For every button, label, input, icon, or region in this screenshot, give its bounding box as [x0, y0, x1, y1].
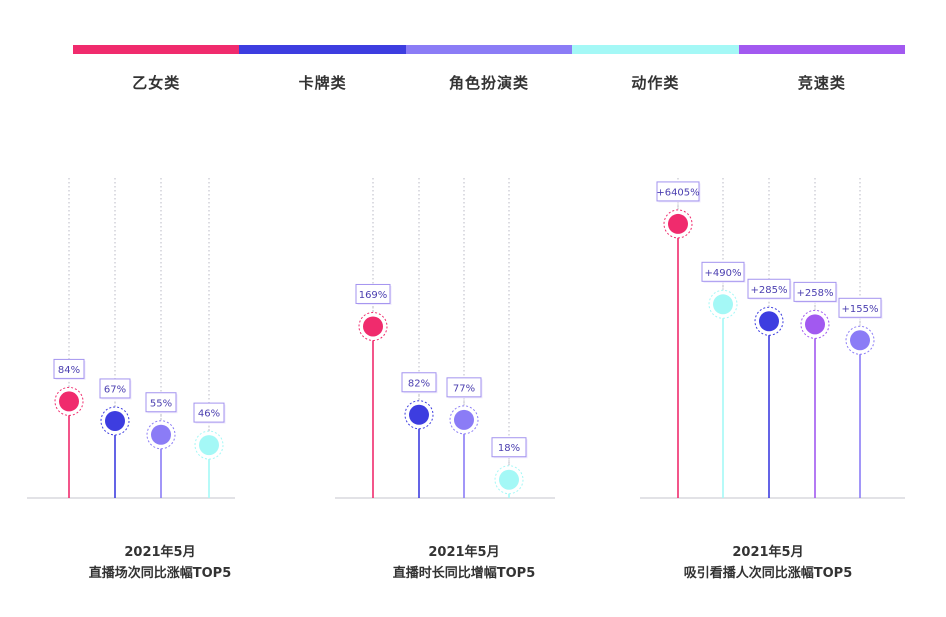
- value-label-box: [193, 402, 225, 423]
- caption-date: 2021年5月: [124, 545, 196, 560]
- legend-swatch-otome: [73, 45, 240, 54]
- caption-title: 直播时长同比增幅TOP5: [392, 566, 536, 581]
- data-label: 82%: [408, 378, 430, 389]
- chart-caption-viewers: 2021年5月 吸引看播人次同比涨幅TOP5: [638, 542, 898, 584]
- data-label: 46%: [198, 409, 220, 420]
- legend: 乙女类 卡牌类 角色扮演类 动作类 竞速类: [73, 72, 905, 93]
- lollipop-dot: [805, 314, 825, 335]
- caption-title: 吸引看播人次同比涨幅TOP5: [683, 566, 853, 581]
- legend-color-bar: [73, 45, 906, 54]
- value-label-box: [401, 372, 437, 393]
- value-label-box: [701, 261, 745, 282]
- lollipop-dot: [759, 311, 779, 332]
- data-label: 169%: [359, 290, 388, 301]
- data-label: 55%: [150, 398, 172, 409]
- lollipop-dot: [713, 294, 733, 315]
- lollipop-dot: [105, 410, 125, 431]
- lollipop-dot: [499, 469, 519, 490]
- legend-label-action: 动作类: [631, 74, 680, 92]
- lollipop-dot: [151, 424, 171, 445]
- legend-swatch-card: [239, 45, 406, 54]
- data-label: 67%: [104, 384, 126, 395]
- legend-label-otome: 乙女类: [132, 74, 181, 92]
- caption-title: 直播场次同比涨幅TOP5: [88, 566, 232, 581]
- value-label-box: [99, 378, 131, 399]
- value-label-box: [53, 358, 85, 379]
- lollipop-dot: [668, 213, 688, 234]
- legend-label-racing: 竞速类: [797, 74, 846, 92]
- data-label: +6405%: [656, 187, 699, 198]
- chart-caption-duration: 2021年5月 直播时长同比增幅TOP5: [334, 542, 594, 584]
- lollipop-dot: [454, 409, 474, 430]
- data-label: 77%: [453, 383, 475, 394]
- value-label-box: [446, 377, 482, 398]
- value-label-box: [838, 297, 882, 318]
- lollipop-dot: [409, 404, 429, 425]
- lollipop-dot: [59, 391, 79, 412]
- lollipop-dot: [199, 435, 219, 456]
- value-label-box: [793, 281, 837, 302]
- legend-swatch-rpg: [405, 45, 573, 54]
- value-label-box: [145, 392, 177, 413]
- legend-label-rpg: 角色扮演类: [449, 74, 530, 92]
- data-label: 18%: [498, 443, 520, 454]
- legend-swatch-racing: [738, 45, 906, 54]
- lollipop-dot: [850, 330, 870, 351]
- caption-date: 2021年5月: [428, 545, 500, 560]
- value-label-box: [491, 437, 527, 458]
- data-label: +155%: [842, 304, 879, 315]
- legend-label-card: 卡牌类: [298, 74, 347, 92]
- data-label: +490%: [705, 268, 742, 279]
- value-label-box: [747, 278, 791, 299]
- chart-caption-sessions: 2021年5月 直播场次同比涨幅TOP5: [30, 542, 290, 584]
- lollipop-dot: [363, 316, 383, 337]
- value-label-box: [656, 181, 700, 202]
- legend-swatch-action: [572, 45, 739, 54]
- data-label: +285%: [751, 285, 788, 296]
- caption-date: 2021年5月: [732, 545, 804, 560]
- data-label: 84%: [58, 365, 80, 376]
- value-label-box: [355, 283, 391, 304]
- data-label: +258%: [797, 288, 834, 299]
